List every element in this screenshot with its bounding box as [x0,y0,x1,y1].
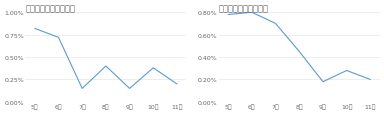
Text: 要注意行動の誤検知率: 要注意行動の誤検知率 [219,4,269,13]
Text: 急病人発生の誤検知率: 急病人発生の誤検知率 [25,4,75,13]
